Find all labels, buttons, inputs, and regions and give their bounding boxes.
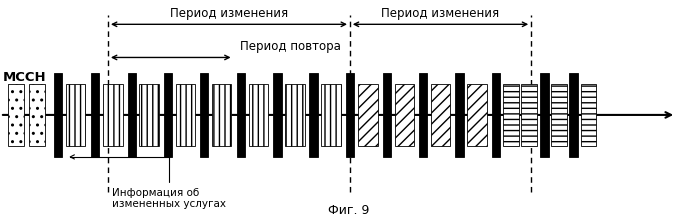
Bar (321, 84, 341, 146)
Bar (103, 84, 123, 146)
Bar (540, 73, 549, 157)
Bar (346, 73, 354, 157)
Bar (139, 84, 159, 146)
Bar (395, 84, 414, 146)
Bar (383, 73, 391, 157)
Bar (569, 73, 578, 157)
Bar (249, 84, 268, 146)
Bar (467, 84, 487, 146)
Bar (285, 84, 305, 146)
Text: МССН: МССН (3, 71, 47, 84)
Bar (309, 73, 318, 157)
Bar (164, 73, 172, 157)
Text: Информация об
измененных услугах: Информация об измененных услугах (70, 155, 226, 210)
Bar (176, 84, 195, 146)
Bar (419, 73, 427, 157)
Text: Период изменения: Период изменения (170, 7, 288, 20)
Bar (8, 84, 24, 146)
Bar (54, 73, 62, 157)
Bar (521, 84, 537, 146)
Bar (91, 73, 99, 157)
Bar (551, 84, 567, 146)
Bar (581, 84, 596, 146)
Bar (29, 84, 45, 146)
Bar (66, 84, 85, 146)
Text: Фиг. 9: Фиг. 9 (328, 204, 369, 217)
Bar (200, 73, 208, 157)
Bar (503, 84, 519, 146)
Bar (358, 84, 378, 146)
Bar (273, 73, 282, 157)
Bar (431, 84, 450, 146)
Text: Период повтора: Период повтора (240, 40, 342, 53)
Bar (492, 73, 500, 157)
Bar (128, 73, 136, 157)
Bar (237, 73, 245, 157)
Bar (455, 73, 464, 157)
Bar (212, 84, 231, 146)
Text: Период изменения: Период изменения (381, 7, 500, 20)
